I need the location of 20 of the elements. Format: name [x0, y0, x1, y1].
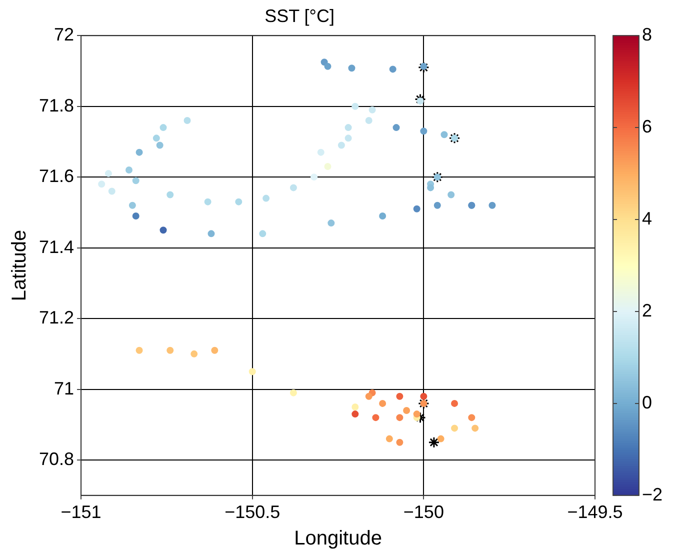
x-tick-label: −149.5: [567, 502, 623, 522]
color-bar-label: 0: [642, 392, 652, 412]
x-axis-title: Longitude: [294, 528, 382, 550]
x-tick-label: −151: [60, 502, 102, 522]
y-tick-label: 71.2: [38, 308, 74, 328]
x-tick-label: −150.5: [224, 502, 280, 522]
y-axis-title: Latitude: [8, 230, 31, 302]
x-tick-label: −150: [403, 502, 444, 522]
chart-title: SST [°C]: [264, 6, 334, 26]
color-bar-label: 4: [642, 208, 652, 228]
y-tick-label: 71: [54, 378, 74, 398]
color-bar-label: 6: [642, 116, 652, 137]
y-tick-label: 71.8: [38, 95, 74, 116]
color-bar-label: −2: [642, 484, 663, 504]
y-tick-label: 70.8: [38, 449, 74, 469]
color-bar-label: 8: [642, 24, 652, 45]
y-tick-label: 72: [54, 24, 74, 45]
color-bar-label: 2: [642, 300, 652, 320]
y-tick-label: 71.6: [38, 166, 74, 186]
y-tick-label: 71.4: [38, 236, 74, 257]
